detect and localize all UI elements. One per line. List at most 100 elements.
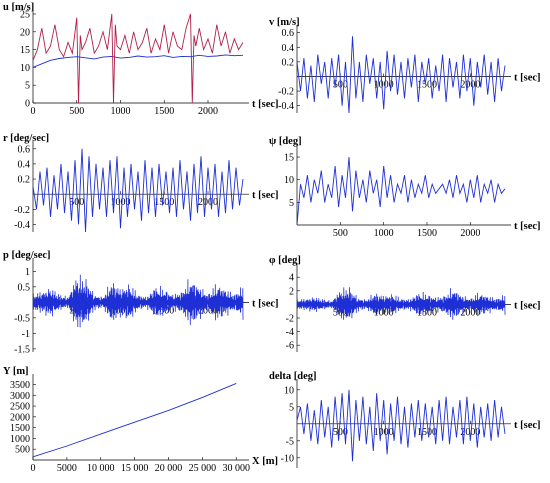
y-axis-label: φ [deg] (269, 255, 301, 266)
series-line-u-1 (32, 13, 244, 104)
x-tick-label: 1000 (111, 197, 131, 208)
y-tick-label: 2 (289, 286, 294, 297)
x-tick-label: 30 000 (222, 463, 250, 474)
x-tick-label: 2000 (460, 307, 480, 318)
y-tick-label: 1000 (10, 434, 30, 445)
x-tick-label: 1500 (417, 427, 437, 438)
y-tick-label: 0.5 (18, 282, 31, 293)
series-line-Y-0 (32, 382, 237, 458)
x-tick-label: 5000 (57, 463, 77, 474)
y-axis-label: ψ [deg] (269, 136, 302, 147)
y-axis-label: p [deg/sec] (3, 250, 51, 261)
x-tick-label: 1000 (111, 106, 131, 117)
chart-u: 0 5 10 15 20 25 0 500 1000 1500 2000 u [m/s] t [sec] (3, 2, 279, 117)
y-tick-label: -2 (286, 314, 294, 325)
y-axis-label: Y [m] (3, 366, 29, 377)
series-line-psi-0 (296, 157, 506, 226)
y-tick-label: 1 (25, 267, 30, 278)
y-tick-label: 0.2 (18, 175, 31, 186)
y-tick-label: 5 (289, 198, 294, 209)
x-tick-label: 1000 (374, 79, 394, 90)
x-tick-label: 2000 (460, 228, 480, 239)
x-tick-label: 1500 (417, 228, 437, 239)
y-tick-label: 20 (20, 27, 30, 38)
y-tick-label: -0.5 (14, 313, 30, 324)
x-axis-label: t [sec] (514, 72, 541, 83)
y-tick-label: 15 (284, 153, 294, 164)
series-line-phi (296, 287, 506, 320)
x-tick-label: 1500 (154, 106, 174, 117)
x-tick-label: 500 (333, 228, 348, 239)
y-axis-label: u [m/s] (3, 2, 34, 13)
x-axis-label: t [sec] (252, 298, 279, 309)
y-tick-label: -4 (286, 327, 294, 338)
x-tick-label: 0 (31, 106, 36, 117)
x-tick-label: 2000 (460, 79, 480, 90)
y-tick-label: 0.4 (282, 43, 295, 54)
series-line-delta-0 (296, 389, 506, 462)
y-axis-label: r [deg/sec] (3, 133, 49, 144)
x-tick-label: 2000 (198, 305, 218, 316)
series-line-u-0 (32, 54, 244, 68)
chart-psi: 5 10 15 500 1000 1500 2000 ψ [deg] t [sec] (269, 136, 541, 239)
y-tick-label: -5 (286, 436, 294, 447)
y-tick-label: -10 (281, 453, 294, 464)
y-tick-label: -1 (22, 329, 30, 340)
x-tick-label: 1500 (417, 307, 437, 318)
x-axis-label: t [sec] (514, 420, 541, 431)
y-tick-label: 500 (15, 445, 30, 456)
y-tick-label: 0.4 (18, 159, 31, 170)
x-tick-label: 10 000 (87, 463, 115, 474)
x-tick-label: 15 000 (121, 463, 149, 474)
x-tick-label: 2000 (198, 106, 218, 117)
x-axis-label: X [m] (252, 456, 278, 467)
y-tick-label: 25 (20, 10, 30, 21)
y-tick-label: -0.4 (278, 101, 294, 112)
x-tick-label: 500 (69, 106, 84, 117)
chart-delta: -10 -5 5 10 500 1000 1500 2000 delta [deg] t [sec… (269, 371, 541, 468)
y-tick-label: 5 (289, 402, 294, 413)
y-tick-label: 4 (289, 273, 294, 284)
y-tick-label: 0 (25, 99, 30, 110)
y-tick-label: 2000 (10, 412, 30, 423)
x-tick-label: 500 (333, 427, 348, 438)
x-tick-label: 25 000 (189, 463, 217, 474)
x-tick-label: 1500 (154, 197, 174, 208)
series-line-p (32, 274, 244, 328)
y-tick-label: 5 (25, 81, 30, 92)
y-tick-label: 10 (20, 63, 30, 74)
y-tick-label: 10 (284, 385, 294, 396)
x-axis-label: t [sec] (514, 221, 541, 232)
y-tick-label: 3500 (10, 380, 30, 391)
x-tick-label: 1000 (374, 427, 394, 438)
x-axis-label: t [sec] (514, 300, 541, 311)
x-axis-label: t [sec] (252, 99, 279, 110)
x-axis-label: t [sec] (252, 190, 279, 201)
x-tick-label: 1000 (374, 228, 394, 239)
y-tick-label: -0.2 (14, 205, 30, 216)
y-tick-label: -0.4 (14, 220, 30, 231)
y-tick-label: -6 (286, 341, 294, 352)
series-line-r-0 (32, 148, 244, 233)
y-tick-label: -1.5 (14, 344, 30, 355)
y-axis-label: delta [deg] (269, 371, 317, 382)
y-tick-label: 15 (20, 45, 30, 56)
x-tick-label: 500 (333, 307, 348, 318)
y-tick-label: -0.2 (278, 87, 294, 98)
y-tick-label: 0.6 (18, 144, 31, 155)
y-tick-label: 0.6 (282, 28, 295, 39)
y-tick-label: 2500 (10, 402, 30, 413)
series-line-v-0 (296, 36, 506, 114)
x-tick-label: 0 (31, 463, 36, 474)
x-tick-label: 500 (69, 197, 84, 208)
x-tick-label: 20 000 (155, 463, 183, 474)
y-axis-label: v [m/s] (269, 17, 300, 28)
y-tick-label: 3000 (10, 391, 30, 402)
x-tick-label: 1500 (417, 79, 437, 90)
x-tick-label: 2000 (198, 197, 218, 208)
y-tick-label: 1500 (10, 423, 30, 434)
